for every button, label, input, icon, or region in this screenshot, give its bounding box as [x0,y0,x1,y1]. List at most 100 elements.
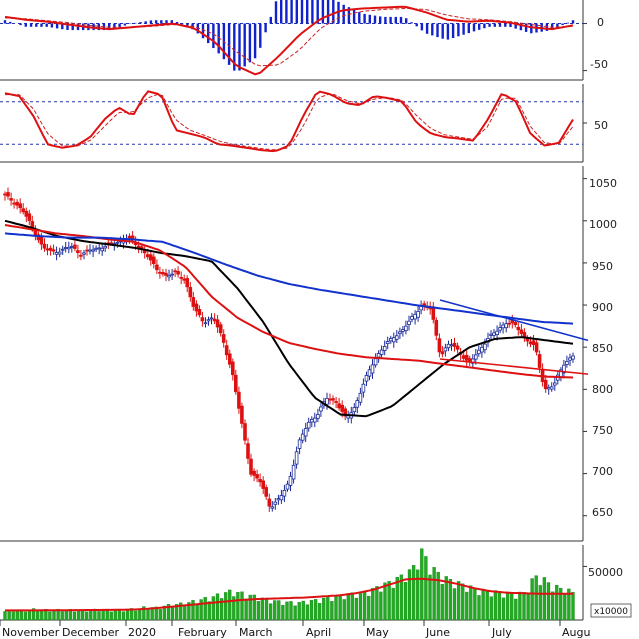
price-candle-body [483,343,487,351]
price-candle-body [70,245,74,248]
price-candle-body [449,344,454,347]
stoch-k-line [4,90,574,153]
price-candle-body [537,354,542,368]
volume-bar [346,593,350,621]
price-candle-body [91,249,95,252]
price-candle-body [534,342,539,353]
macd-histogram-bar [113,23,116,29]
price-candle-body [516,326,521,331]
price-candle-body [373,358,378,366]
price-candle-body [434,319,439,336]
volume-bar [76,610,81,621]
macd-histogram-bar [399,16,403,24]
volume-bar [395,576,399,621]
macd-histogram-bar [123,23,127,26]
macd-histogram-bar [561,23,564,26]
macd-histogram-bar [248,23,252,63]
volume-unit-label: x10000 [594,607,628,617]
volume-bar [334,595,338,621]
volume-bar [571,591,575,621]
macd-histogram-bar [379,16,382,24]
price-ytick-950: 950 [592,260,613,273]
price-candle-body [82,252,86,255]
volume-bar [473,587,477,621]
volume-bar [383,582,387,621]
macd-histogram-bar [483,23,486,29]
price-candle-body [279,495,284,501]
price-candle-body [364,374,369,382]
price-candle-body [161,271,165,275]
volume-bar [350,592,354,621]
volume-bar [289,601,293,621]
price-candle-body [60,248,65,251]
macd-histogram-bar [9,21,12,24]
volume-bar [322,597,326,621]
volume-bar [183,606,187,621]
volume-bar [174,604,179,621]
macd-histogram-bar [300,0,304,24]
price-candle-body [431,306,436,320]
volume-bar [97,611,101,621]
volume-bar [31,608,36,621]
price-candle-body [267,498,272,507]
volume-bar [436,571,440,621]
volume-bar [40,610,44,621]
macd-histogram-bar [181,23,184,25]
price-candle-body [127,235,132,239]
price-ytick-700: 700 [592,465,613,478]
price-candle-body [498,327,502,331]
volume-bar [277,600,281,621]
price-candle-body [258,478,262,483]
volume-bar [444,576,448,621]
volume-bar [514,598,518,621]
price-candle-body [565,360,569,365]
macd-histogram-bar [295,0,298,24]
macd-histogram-bar [545,23,549,31]
volume-bar [387,581,391,621]
volume-bar [469,585,473,621]
macd-histogram-bar [212,23,215,48]
price-candle-body [45,248,50,251]
price-candle-body [480,346,484,353]
macd-histogram-bar [97,23,100,31]
volume-bar [358,591,363,621]
price-candle-body [39,236,44,245]
volume-bar [211,596,216,621]
price-candle-body [352,407,357,412]
volume-moving-average [5,577,573,612]
price-candle-body [376,353,381,358]
price-candle-body [212,318,217,322]
volume-bar [481,588,485,621]
price-candle-body [230,361,235,376]
volume-bar [268,603,273,621]
volume-bar [27,610,32,621]
macd-histogram-bar [389,16,392,24]
macd-histogram-bar [425,23,429,34]
macd-histogram-bar [467,23,470,34]
price-ytick-800: 800 [592,383,613,396]
price-candle-body [67,246,71,250]
macd-histogram-bar [472,23,476,32]
price-candle-body [476,349,481,355]
price-candle-body [103,245,108,249]
volume-bar [215,593,220,621]
macd-histogram-bar [556,23,559,28]
price-candle-body [437,338,442,353]
price-candle-body [443,347,448,352]
price-candle-body [337,403,341,409]
macd-histogram-bar [488,23,491,27]
price-candle-body [273,501,278,505]
volume-bar [301,600,305,621]
volume-bar [411,565,416,621]
macd-histogram-bar [373,15,377,24]
price-candle-body [522,332,527,338]
price-candle-body [88,249,92,252]
macd-histogram-bar [144,21,147,24]
price-candle-body [452,342,457,347]
volume-bar [305,604,310,621]
volume-bar [158,609,162,621]
price-candle-body [464,354,469,361]
macd-histogram-bar [498,23,502,27]
macd-histogram-bar [509,23,512,27]
macd-histogram-bar [55,23,59,29]
